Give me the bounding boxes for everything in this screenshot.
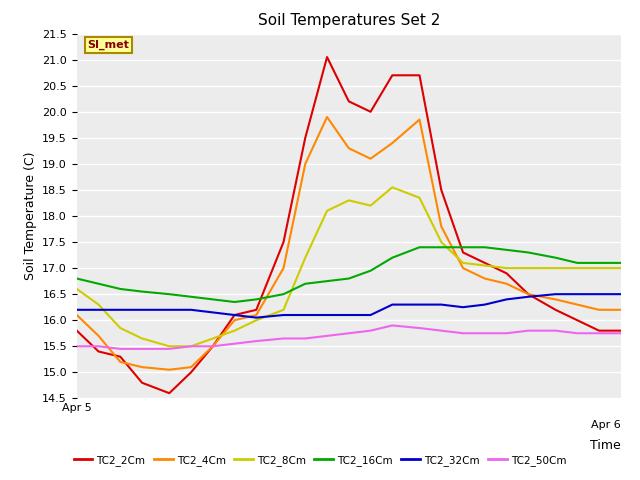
Y-axis label: Soil Temperature (C): Soil Temperature (C) bbox=[24, 152, 36, 280]
Text: Apr 6: Apr 6 bbox=[591, 420, 621, 430]
Legend: TC2_2Cm, TC2_4Cm, TC2_8Cm, TC2_16Cm, TC2_32Cm, TC2_50Cm: TC2_2Cm, TC2_4Cm, TC2_8Cm, TC2_16Cm, TC2… bbox=[69, 451, 571, 470]
Text: SI_met: SI_met bbox=[88, 40, 129, 50]
Title: Soil Temperatures Set 2: Soil Temperatures Set 2 bbox=[258, 13, 440, 28]
Text: Time: Time bbox=[590, 439, 621, 452]
